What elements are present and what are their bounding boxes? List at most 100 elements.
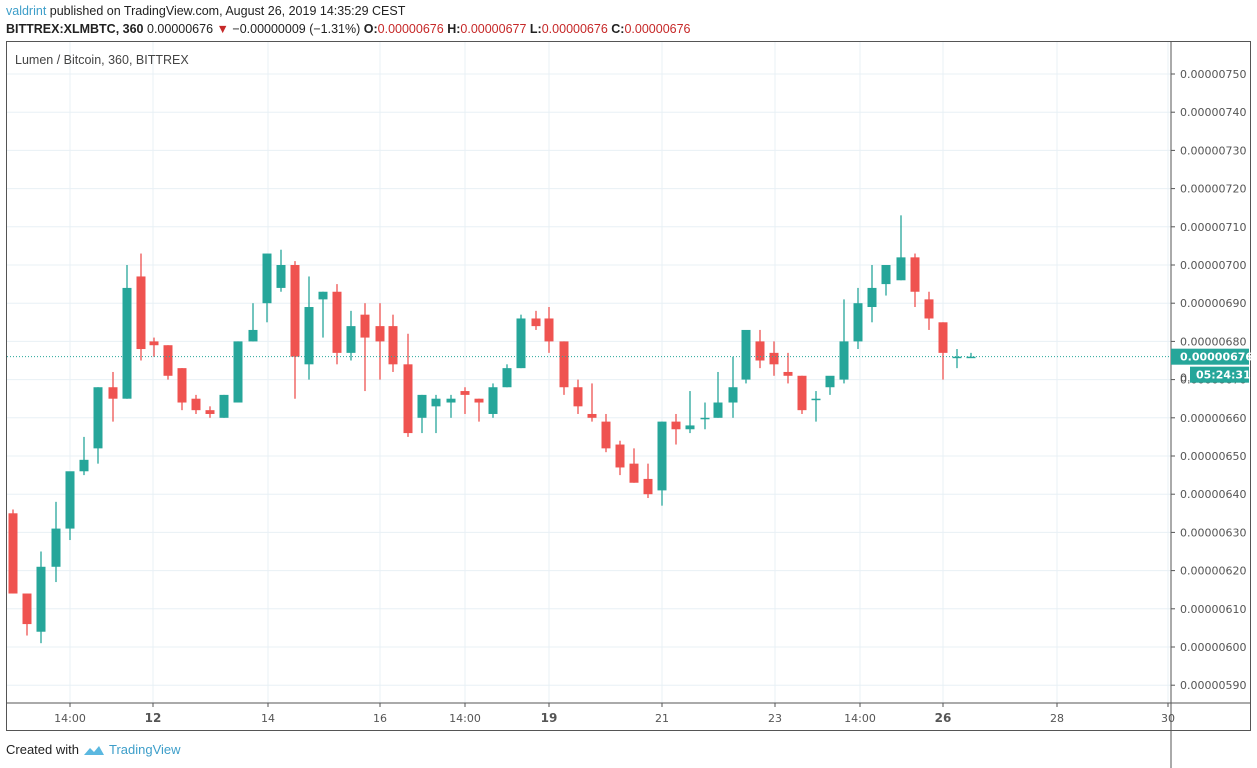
publish-text: published on TradingView.com, August 26,… <box>46 4 406 18</box>
candle[interactable] <box>191 394 201 414</box>
candle[interactable] <box>629 448 639 483</box>
x-axis-label: 14:00 <box>54 712 86 725</box>
candle[interactable] <box>276 249 286 292</box>
candle[interactable] <box>248 303 258 342</box>
candle[interactable] <box>205 406 215 418</box>
candle[interactable] <box>867 265 877 323</box>
countdown-tag <box>1190 366 1249 383</box>
candle[interactable] <box>290 261 300 399</box>
x-axis-label: 14:00 <box>449 712 481 725</box>
candle[interactable] <box>966 352 976 359</box>
candle[interactable] <box>51 501 61 583</box>
triangle-down-icon: ▼ <box>216 22 229 36</box>
candle[interactable] <box>952 349 962 369</box>
candle[interactable] <box>22 593 32 636</box>
partial-y-label: 0. <box>1180 372 1191 385</box>
candle[interactable] <box>601 413 611 453</box>
candle[interactable] <box>700 402 710 430</box>
author-link[interactable]: valdrint <box>6 4 47 18</box>
x-axis-label: 12 <box>145 711 162 725</box>
candle[interactable] <box>304 276 314 380</box>
candle[interactable] <box>685 391 695 434</box>
y-axis-label: 0.00000640 <box>1180 488 1246 501</box>
candle[interactable] <box>516 314 526 369</box>
candle[interactable] <box>417 394 427 434</box>
candle[interactable] <box>446 394 456 418</box>
candle[interactable] <box>713 371 723 418</box>
candle[interactable] <box>388 314 398 372</box>
close-value: 0.00000676 <box>624 22 691 36</box>
candle[interactable] <box>177 368 187 411</box>
candle[interactable] <box>881 265 891 296</box>
candle[interactable] <box>587 383 597 422</box>
candle[interactable] <box>474 398 484 422</box>
y-axis-label: 0.00000690 <box>1180 297 1246 310</box>
candle[interactable] <box>460 387 470 414</box>
countdown-value: 05:24:31 <box>1196 369 1251 382</box>
x-axis-label: 30 <box>1161 712 1175 725</box>
candle[interactable] <box>122 265 132 399</box>
candle[interactable] <box>573 379 583 414</box>
candle[interactable] <box>531 310 541 330</box>
low-value: 0.00000676 <box>541 22 608 36</box>
candle[interactable] <box>544 307 554 353</box>
candle[interactable] <box>657 421 667 506</box>
y-axis-label: 0.00000600 <box>1180 641 1246 654</box>
candle[interactable] <box>924 291 934 330</box>
candle[interactable] <box>910 253 920 308</box>
candle[interactable] <box>896 215 906 281</box>
candle[interactable] <box>65 471 75 541</box>
y-axis-label: 0.00000730 <box>1180 144 1246 157</box>
candle[interactable] <box>853 287 863 350</box>
symbol-info: BITTREX:XLMBTC, 360 0.00000676 ▼ −0.0000… <box>6 22 691 36</box>
y-axis-label: 0.00000750 <box>1180 68 1246 81</box>
candle[interactable] <box>233 341 243 403</box>
candle[interactable] <box>262 253 272 323</box>
candle[interactable] <box>811 391 821 422</box>
y-axis-label: 0.00000610 <box>1180 603 1246 616</box>
low-label: L: <box>529 22 542 36</box>
candle[interactable] <box>671 413 681 445</box>
candle[interactable] <box>163 345 173 380</box>
candle[interactable] <box>108 371 118 422</box>
candle[interactable] <box>839 299 849 384</box>
candle[interactable] <box>318 291 328 338</box>
candle[interactable] <box>93 387 103 464</box>
last-price: 0.00000676 <box>147 22 214 36</box>
candle[interactable] <box>825 375 835 395</box>
y-axis-label: 0.00000710 <box>1180 221 1246 234</box>
candle[interactable] <box>346 310 356 361</box>
candle[interactable] <box>643 463 653 499</box>
candle[interactable] <box>783 352 793 384</box>
candle[interactable] <box>375 303 385 380</box>
candle[interactable] <box>332 284 342 365</box>
symbol-label: BITTREX:XLMBTC, 360 <box>6 22 144 36</box>
high-label: H: <box>447 22 461 36</box>
candle[interactable] <box>79 436 89 476</box>
candle[interactable] <box>149 337 159 357</box>
candle[interactable] <box>755 329 765 369</box>
candle[interactable] <box>741 329 751 384</box>
candle[interactable] <box>136 253 146 361</box>
price-tag-value: 0.00000676 <box>1180 351 1253 364</box>
candle[interactable] <box>797 375 807 414</box>
candle[interactable] <box>488 383 498 418</box>
candle[interactable] <box>615 440 625 476</box>
x-axis-label: 19 <box>541 711 558 725</box>
candle[interactable] <box>219 394 229 418</box>
candle[interactable] <box>360 303 370 392</box>
tradingview-link[interactable]: TradingView <box>108 742 181 757</box>
candle[interactable] <box>728 356 738 418</box>
footer: Created with TradingView <box>6 742 181 757</box>
candle[interactable] <box>502 364 512 388</box>
candle[interactable] <box>36 551 46 644</box>
price-change: −0.00000009 (−1.31%) <box>232 22 361 36</box>
candle[interactable] <box>769 341 779 376</box>
candle[interactable] <box>431 394 441 434</box>
candle[interactable] <box>403 333 413 437</box>
candle[interactable] <box>559 341 569 395</box>
candle[interactable] <box>938 322 948 380</box>
created-with-label: Created with <box>6 742 79 757</box>
candle[interactable] <box>8 509 18 594</box>
